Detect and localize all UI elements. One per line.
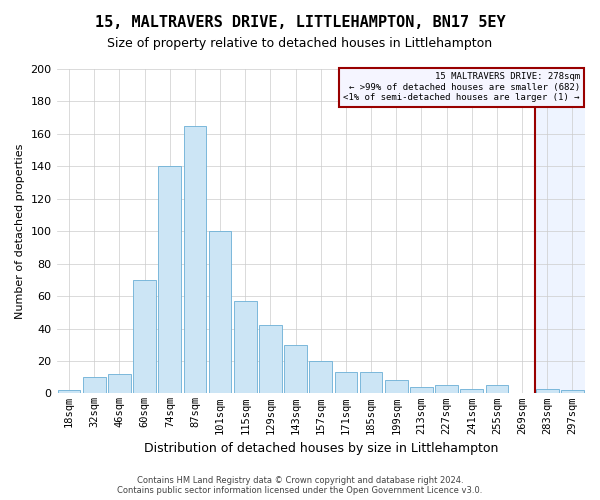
Bar [536, 388, 559, 394]
Bar [259, 326, 282, 394]
Bar [435, 386, 458, 394]
X-axis label: Distribution of detached houses by size in Littlehampton: Distribution of detached houses by size … [143, 442, 498, 455]
Bar [410, 387, 433, 394]
Bar [335, 372, 357, 394]
Bar [83, 377, 106, 394]
Bar [561, 390, 584, 394]
Bar [58, 390, 80, 394]
Text: 15, MALTRAVERS DRIVE, LITTLEHAMPTON, BN17 5EY: 15, MALTRAVERS DRIVE, LITTLEHAMPTON, BN1… [95, 15, 505, 30]
Bar [360, 372, 382, 394]
Bar [535, 69, 585, 394]
Bar [310, 361, 332, 394]
Bar [385, 380, 407, 394]
Text: Size of property relative to detached houses in Littlehampton: Size of property relative to detached ho… [107, 38, 493, 51]
Bar [158, 166, 181, 394]
Bar [184, 126, 206, 394]
Text: Contains HM Land Registry data © Crown copyright and database right 2024.
Contai: Contains HM Land Registry data © Crown c… [118, 476, 482, 495]
Bar [485, 386, 508, 394]
Bar [284, 344, 307, 394]
Bar [209, 231, 232, 394]
Bar [133, 280, 156, 394]
Text: 15 MALTRAVERS DRIVE: 278sqm
← >99% of detached houses are smaller (682)
<1% of s: 15 MALTRAVERS DRIVE: 278sqm ← >99% of de… [343, 72, 580, 102]
Y-axis label: Number of detached properties: Number of detached properties [15, 144, 25, 319]
Bar [108, 374, 131, 394]
Bar [460, 388, 483, 394]
Bar [234, 301, 257, 394]
